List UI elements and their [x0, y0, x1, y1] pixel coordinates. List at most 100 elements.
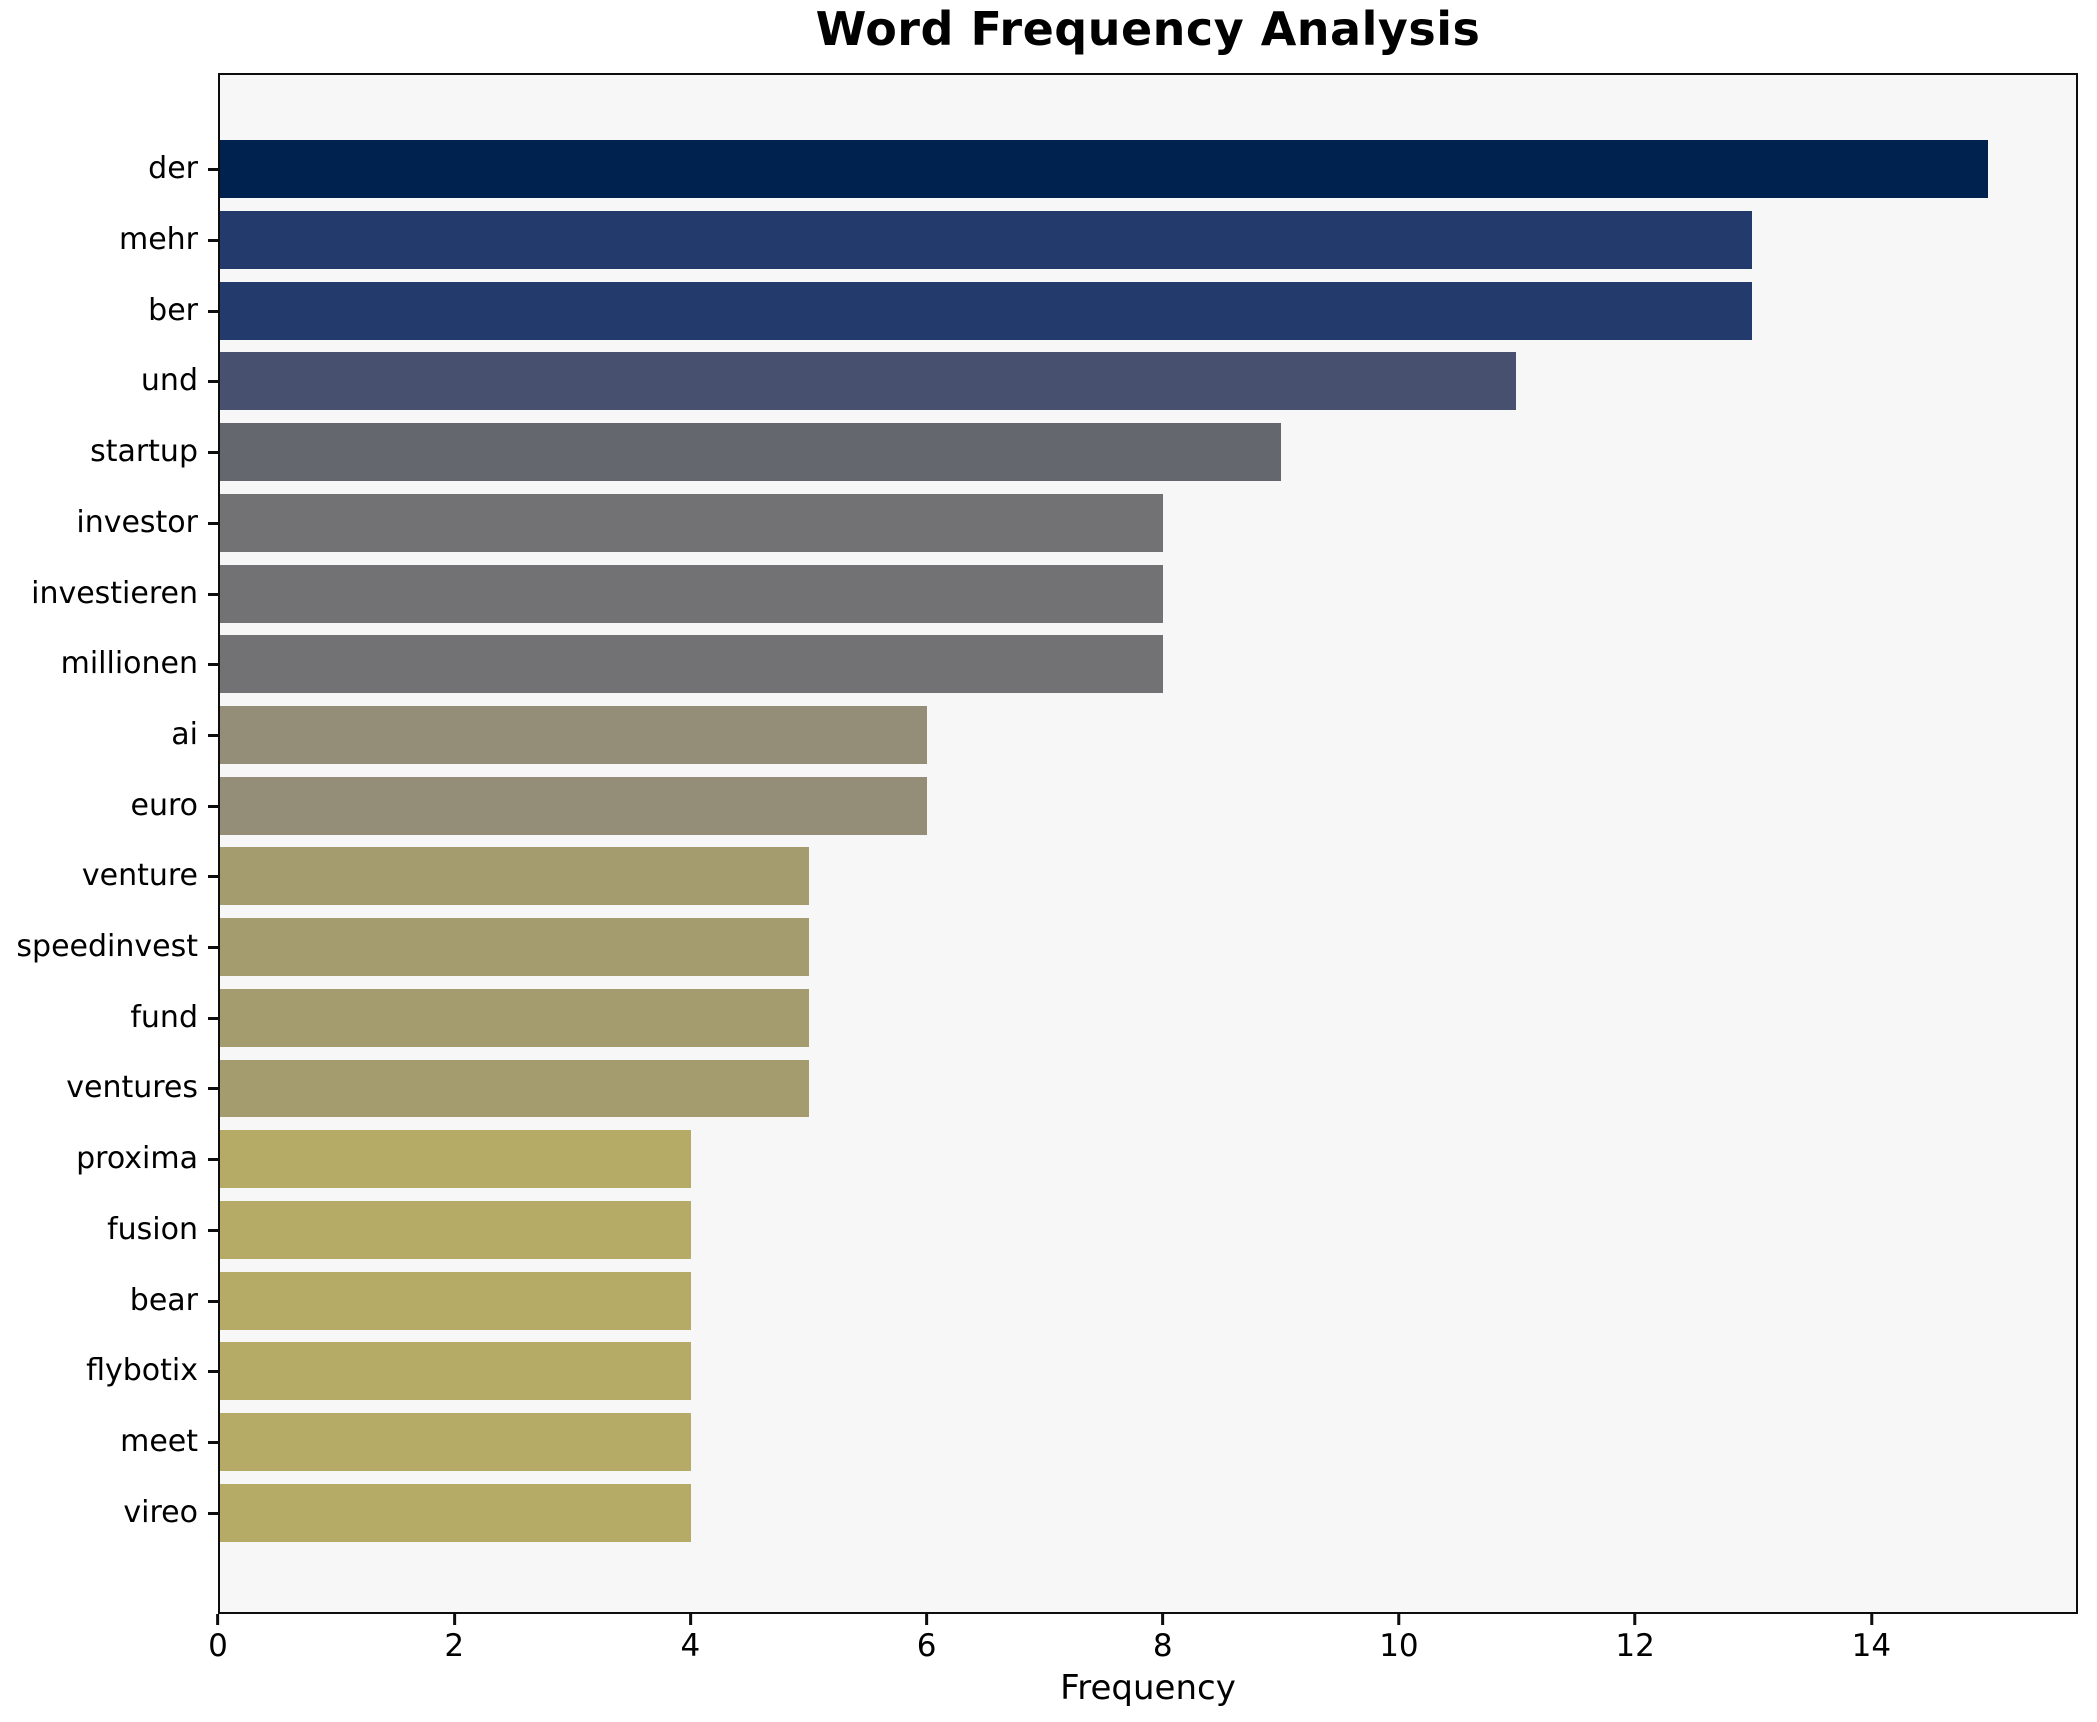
y-tick-label: euro	[130, 787, 199, 823]
bar-row: euro	[131, 770, 2076, 841]
bar-meet	[220, 1413, 692, 1471]
y-tick-mark	[208, 1087, 218, 1091]
x-tick: 12	[1615, 1614, 1655, 1664]
x-tick-mark	[1869, 1614, 1873, 1625]
bar-ai	[220, 705, 928, 764]
y-tick-label: fusion	[107, 1211, 198, 1247]
y-tick-mark	[208, 1370, 218, 1374]
bar-bear	[220, 1271, 692, 1330]
bar-und	[220, 352, 1517, 411]
y-tick-mark	[208, 168, 218, 172]
bar-row: vireo	[123, 1477, 2076, 1548]
x-tick: 4	[680, 1614, 701, 1664]
y-tick-mark	[208, 309, 218, 313]
chart-title: Word Frequency Analysis	[815, 2, 1481, 56]
bar-row: ai	[171, 700, 2076, 771]
bar-vireo	[220, 1483, 692, 1542]
y-tick-label: meet	[120, 1424, 198, 1459]
y-tick-mark	[208, 592, 218, 596]
y-tick-label: venture	[81, 858, 198, 894]
y-tick-label: der	[148, 151, 198, 187]
bar-row: venture	[82, 841, 2076, 912]
y-tick-mark	[208, 1299, 218, 1303]
x-tick: 10	[1379, 1614, 1419, 1664]
bar-row: investieren	[31, 558, 2076, 629]
bar-row: millionen	[61, 629, 2076, 700]
y-tick-mark	[208, 1228, 218, 1232]
y-tick-label: vireo	[123, 1494, 198, 1530]
bar-row: startup	[90, 417, 2076, 488]
y-tick-mark	[208, 451, 218, 455]
x-tick-label: 6	[916, 1628, 937, 1664]
y-tick-mark	[208, 875, 218, 879]
x-tick: 14	[1852, 1614, 1891, 1662]
y-tick-label: startup	[90, 434, 198, 470]
y-tick-label: ber	[148, 292, 198, 328]
x-tick-mark	[1633, 1614, 1637, 1625]
bar-flybotix	[220, 1342, 692, 1401]
y-tick-label: flybotix	[86, 1353, 198, 1389]
x-tick-mark	[216, 1614, 220, 1625]
x-tick-label: 8	[1152, 1628, 1173, 1664]
bar-millionen	[220, 635, 1163, 694]
y-tick-label: fund	[130, 999, 198, 1035]
bar-venture	[220, 847, 810, 906]
x-tick-mark	[452, 1614, 456, 1625]
y-tick-mark	[208, 804, 218, 808]
x-tick-mark	[688, 1614, 692, 1625]
y-tick-label: ai	[171, 716, 198, 752]
bar-proxima	[220, 1130, 692, 1189]
x-tick: 6	[916, 1614, 937, 1664]
x-axis: 0 2 4 6 8 10 12 14	[208, 1614, 2078, 1674]
bars-container: der mehr ber und startup investor investieren m…	[16, 134, 2076, 1548]
bar-fusion	[220, 1200, 692, 1259]
bar-row: fund	[130, 982, 2076, 1053]
x-tick-label: 10	[1379, 1628, 1419, 1664]
bar-row: investor	[76, 488, 2076, 559]
bar-row: proxima	[76, 1124, 2076, 1195]
y-tick-mark	[208, 239, 218, 243]
x-tick-label: 14	[1851, 1628, 1892, 1664]
x-tick-mark	[1161, 1614, 1165, 1625]
x-tick: 8	[1153, 1614, 1173, 1662]
bar-row: flybotix	[86, 1336, 2076, 1407]
y-tick-label: bear	[129, 1282, 198, 1318]
plot-area: der mehr ber und startup investor investieren m…	[16, 73, 2078, 1614]
bar-speedinvest	[220, 918, 810, 977]
y-tick-label: mehr	[118, 222, 198, 258]
x-tick-mark	[1397, 1614, 1401, 1625]
x-tick-mark	[925, 1614, 929, 1625]
bar-row: ventures	[66, 1053, 2076, 1124]
bar-ventures	[220, 1059, 810, 1118]
x-tick-label: 12	[1615, 1628, 1655, 1664]
bar-row: fusion	[107, 1195, 2076, 1266]
x-axis-label: Frequency	[1060, 1668, 1236, 1708]
y-tick-label: und	[140, 363, 198, 399]
y-tick-label: proxima	[76, 1141, 198, 1177]
x-tick-label: 0	[208, 1628, 228, 1664]
y-tick-mark	[208, 1511, 218, 1515]
bar-ber	[220, 281, 1752, 340]
y-tick-mark	[208, 1158, 218, 1162]
bar-row: speedinvest	[16, 912, 2076, 983]
y-tick-label: ventures	[66, 1070, 198, 1106]
bar-mehr	[220, 211, 1752, 270]
y-tick-label: millionen	[60, 646, 198, 682]
y-tick-mark	[208, 380, 218, 384]
y-tick-label: investor	[76, 504, 198, 540]
bar-row: meet	[120, 1407, 2076, 1478]
bar-investor	[220, 493, 1163, 552]
y-tick-mark	[208, 946, 218, 950]
y-tick-mark	[208, 663, 218, 667]
bar-row: mehr	[119, 205, 2076, 276]
y-tick-label: speedinvest	[16, 929, 198, 965]
y-tick-mark	[208, 521, 218, 525]
x-tick: 0	[208, 1614, 228, 1662]
bar-row: ber	[148, 275, 2076, 346]
y-tick-label: investieren	[31, 575, 198, 611]
x-tick: 2	[444, 1614, 464, 1662]
bar-row: und	[141, 346, 2076, 417]
x-tick-label: 4	[680, 1628, 701, 1664]
x-tick-label: 2	[444, 1628, 465, 1664]
y-tick-mark	[208, 733, 218, 737]
